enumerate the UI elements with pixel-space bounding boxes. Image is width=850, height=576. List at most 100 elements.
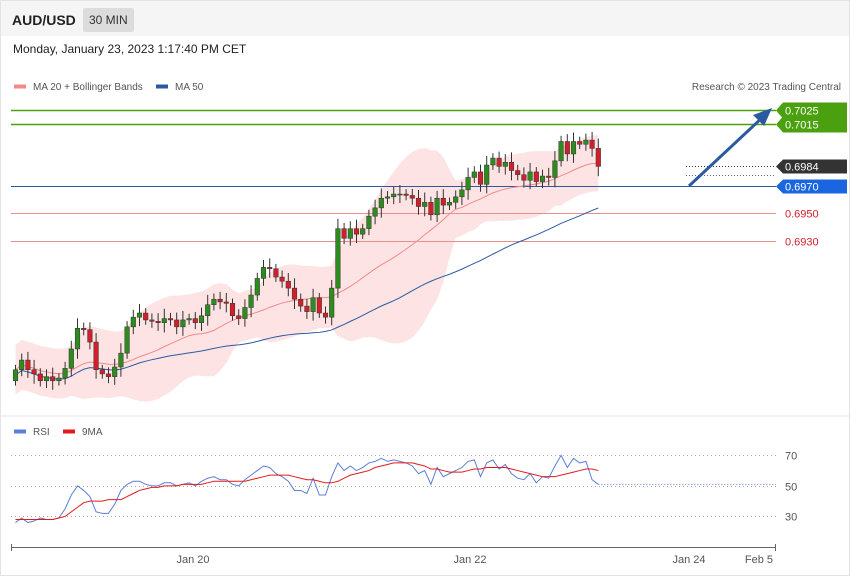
price-levels — [11, 109, 776, 242]
candle-body — [161, 318, 167, 323]
x-tick-label: Jan 20 — [176, 554, 209, 566]
candle-body — [477, 171, 484, 185]
candle-body — [434, 197, 440, 216]
candle-body — [105, 373, 112, 377]
candle-body — [37, 373, 43, 382]
legend-swatch-rsi — [14, 429, 26, 434]
candle-body — [564, 141, 570, 155]
x-tick-label: Jan 22 — [453, 554, 486, 566]
candle-body — [62, 368, 68, 379]
candle-body — [484, 164, 490, 185]
candle-body — [459, 189, 465, 198]
candle-body — [322, 312, 329, 318]
arrow-head — [753, 108, 772, 126]
rsi-legend: RSI 9MA — [14, 427, 103, 438]
candle-body — [124, 326, 130, 354]
legend: MA 20 + Bollinger Bands MA 50 Research ©… — [14, 82, 841, 93]
candle-body — [19, 359, 25, 370]
candle-body — [143, 312, 149, 321]
candle-body — [335, 228, 341, 289]
candle-body — [254, 278, 260, 296]
candle-body — [68, 348, 74, 369]
candle-body — [546, 175, 552, 178]
legend-swatch-ma50 — [156, 84, 168, 89]
candle-body — [248, 294, 254, 308]
level-0-6930-label: 0.6930 — [785, 237, 819, 249]
candle-body — [446, 202, 453, 206]
trend-arrow — [687, 108, 772, 188]
candle-body — [149, 319, 155, 322]
candle-body — [223, 301, 229, 304]
x-tick-label: Jan 24 — [672, 554, 705, 566]
candle-body — [130, 316, 136, 328]
legend-label-rsi: RSI — [33, 427, 50, 438]
candle-body — [43, 376, 50, 382]
level-0-6950-label: 0.6950 — [785, 209, 819, 221]
candle-body — [56, 377, 62, 382]
candle-body — [521, 174, 527, 181]
candle-body — [391, 193, 397, 198]
candle-body — [465, 177, 471, 191]
candle-body — [99, 369, 105, 375]
candle-body — [25, 359, 31, 370]
candle-body — [366, 215, 372, 229]
candle-body — [174, 319, 180, 328]
candle-body — [260, 267, 267, 279]
candle-body — [74, 327, 81, 350]
candle-body — [50, 376, 56, 382]
rsi-tick-30: 30 — [785, 512, 797, 524]
candle-body — [508, 161, 515, 171]
level-0-7015-tag — [776, 116, 847, 133]
candle-body — [12, 369, 19, 382]
candle-body — [589, 139, 595, 149]
candle-body — [198, 315, 205, 323]
candle-body — [397, 193, 403, 196]
candle-body — [229, 303, 236, 317]
candle-body — [384, 196, 391, 199]
candle-body — [440, 197, 446, 206]
price-level-labels: 0.7025 0.7015 0.6984 0.6970 0.6950 0.6930 — [776, 102, 847, 249]
timeframe-button[interactable]: 30 MIN — [83, 8, 134, 32]
candle-body — [291, 287, 298, 300]
candle-body — [93, 341, 99, 370]
candle-body — [515, 170, 521, 175]
level-0-6984-tag — [776, 159, 847, 174]
candle-body — [81, 327, 87, 330]
credit-text: Research © 2023 Trading Central — [692, 82, 841, 93]
level-0-6984-label: 0.6984 — [785, 162, 819, 174]
rsi-line — [15, 454, 599, 524]
candle-body — [310, 297, 316, 312]
candle-body — [118, 352, 124, 368]
rsi-tick-70: 70 — [785, 451, 797, 463]
candle-body — [329, 287, 335, 318]
candle-body — [453, 196, 459, 203]
candle-body — [378, 197, 384, 209]
rsi-panel: 70 50 30 — [11, 451, 797, 524]
candle-body — [353, 228, 360, 235]
candle-body — [316, 297, 322, 314]
candle-body — [595, 148, 601, 167]
candle-body — [415, 197, 422, 207]
candle-body — [347, 228, 353, 239]
candle-body — [552, 160, 558, 178]
candle-body — [87, 329, 93, 343]
candle-body — [304, 305, 310, 312]
header-bar: AUD/USD 30 MIN — [1, 1, 849, 36]
candle-body — [471, 171, 477, 178]
candle-body — [155, 321, 161, 323]
bollinger-bands — [15, 135, 599, 402]
candle-body — [298, 298, 304, 307]
candle-body — [180, 319, 186, 328]
candle-body — [577, 141, 583, 145]
candle-body — [167, 318, 174, 321]
time-axis: Jan 20 Jan 22 Jan 24 Feb 5 — [11, 544, 776, 566]
candle-body — [539, 175, 546, 182]
bollinger-band-area — [15, 135, 599, 402]
candle-body — [360, 228, 366, 235]
level-0-6970-label: 0.6970 — [785, 182, 819, 194]
candle-body — [192, 318, 198, 323]
candle-body — [372, 207, 378, 217]
level-0-7025-label: 0.7025 — [785, 106, 819, 118]
candle-body — [242, 307, 248, 319]
